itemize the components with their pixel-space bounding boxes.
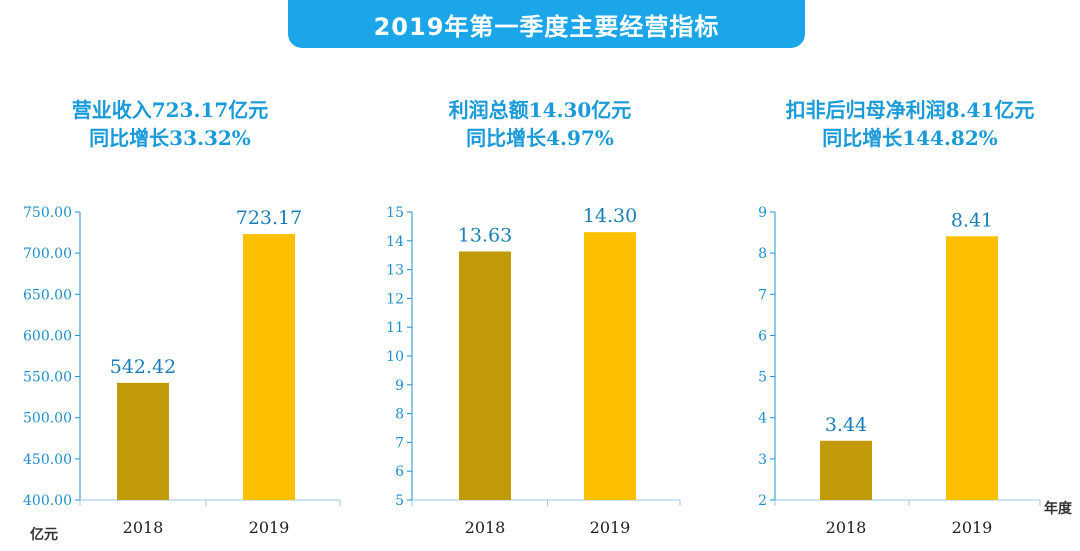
- bar-2018: [117, 382, 169, 500]
- y-tick-label: 5: [395, 493, 404, 509]
- unit-label: 亿元: [30, 527, 58, 543]
- y-tick-label: 700.00: [23, 246, 72, 262]
- profit-headline: 利润总额14.30亿元 同比增长4.97%: [370, 96, 710, 152]
- x-tick-label: 2019: [590, 518, 631, 537]
- bar-2019: [946, 236, 998, 500]
- net-profit-headline: 扣非后归母净利润8.41亿元 同比增长144.82%: [740, 96, 1080, 152]
- y-tick-label: 750.00: [23, 205, 72, 221]
- y-tick-label: 15: [386, 205, 404, 221]
- y-tick-label: 8: [395, 407, 404, 423]
- y-tick-label: 400.00: [23, 493, 72, 509]
- data-label-2019: 723.17: [236, 207, 302, 229]
- y-tick-label: 600.00: [23, 328, 72, 344]
- x-tick-label: 2018: [123, 518, 164, 537]
- title-banner: 2019年第一季度主要经营指标: [288, 0, 805, 48]
- y-tick-label: 12: [386, 291, 404, 307]
- bar-2018: [820, 440, 872, 500]
- y-tick-label: 550.00: [23, 370, 72, 386]
- page-title: 2019年第一季度主要经营指标: [373, 12, 720, 41]
- y-tick-label: 10: [386, 349, 404, 365]
- y-tick-label: 13: [386, 263, 404, 279]
- bar-2019: [243, 234, 295, 500]
- revenue-chart-panel: 营业收入723.17亿元 同比增长33.32% 400.00 450.00 500.…: [0, 88, 341, 551]
- y-tick-label: 11: [386, 320, 404, 336]
- revenue-headline: 营业收入723.17亿元 同比增长33.32%: [0, 96, 340, 152]
- x-axis-unit-label: 年度: [1044, 501, 1072, 517]
- y-tick-label: 14: [386, 234, 404, 250]
- data-label-2018: 542.42: [110, 356, 176, 378]
- y-tick-label: 6: [758, 328, 767, 344]
- data-label-2019: 14.30: [583, 205, 637, 227]
- profit-headline-line2: 同比增长4.97%: [466, 126, 614, 150]
- net-profit-chart-panel: 扣非后归母净利润8.41亿元 同比增长144.82% 2 3 4 5 6 7 8 9 3.44 2…: [740, 88, 1080, 551]
- y-tick-label: 500.00: [23, 411, 72, 427]
- y-tick-label: 4: [758, 411, 767, 427]
- y-tick-label: 650.00: [23, 287, 72, 303]
- y-tick-label: 8: [758, 246, 767, 262]
- y-tick-label: 9: [395, 378, 404, 394]
- y-tick-label: 2: [758, 493, 767, 509]
- revenue-headline-line2: 同比增长33.32%: [89, 126, 251, 150]
- y-tick-label: 7: [758, 287, 767, 303]
- y-tick-label: 9: [758, 205, 767, 221]
- net-profit-bar-chart: 2 3 4 5 6 7 8 9 3.44 2018 8.41 2019: [758, 205, 1041, 537]
- data-label-2018: 13.63: [458, 224, 512, 246]
- bar-2019: [584, 232, 636, 500]
- x-tick-label: 2019: [249, 518, 290, 537]
- bar-2018: [459, 251, 511, 500]
- y-tick-label: 6: [395, 464, 404, 480]
- net-profit-headline-line1: 扣非后归母净利润8.41亿元: [785, 98, 1035, 122]
- y-tick-label: 3: [758, 452, 767, 468]
- y-tick-label: 450.00: [23, 452, 72, 468]
- revenue-headline-line1: 营业收入723.17亿元: [71, 98, 269, 122]
- x-tick-label: 2018: [826, 518, 867, 537]
- y-tick-label: 7: [395, 435, 404, 451]
- profit-bar-chart: 5 6 7 8 9 10 11 12 13 14 15 13.63 2018 14.30 2019: [386, 205, 681, 537]
- profit-headline-line1: 利润总额14.30亿元: [448, 98, 632, 122]
- net-profit-headline-line2: 同比增长144.82%: [822, 126, 998, 150]
- x-tick-label: 2019: [952, 518, 993, 537]
- y-tick-label: 5: [758, 370, 767, 386]
- profit-chart-panel: 利润总额14.30亿元 同比增长4.97% 5 6 7 8 9 10 11 12 13 14 15 1…: [370, 88, 710, 551]
- data-label-2018: 3.44: [825, 414, 867, 436]
- revenue-bar-chart: 400.00 450.00 500.00 550.00 600.00 650.00 700.…: [23, 205, 341, 537]
- x-tick-label: 2018: [465, 518, 506, 537]
- data-label-2019: 8.41: [951, 209, 993, 231]
